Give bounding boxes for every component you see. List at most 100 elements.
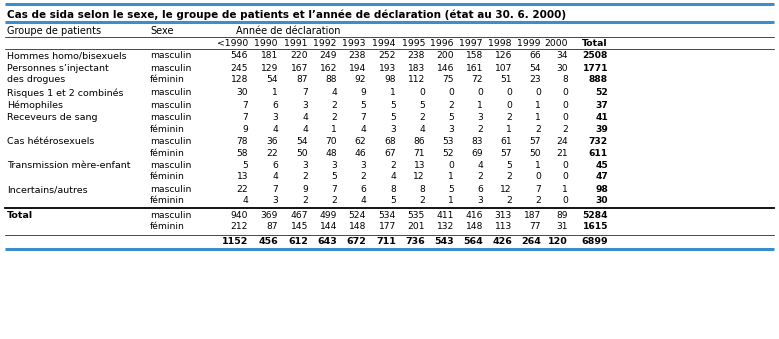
Text: 0: 0 — [535, 88, 541, 97]
Text: 643: 643 — [317, 237, 337, 246]
Text: 45: 45 — [595, 161, 608, 170]
Text: Transmission mère-enfant: Transmission mère-enfant — [7, 161, 131, 170]
Text: 535: 535 — [407, 211, 425, 220]
Text: féminin: féminin — [150, 196, 185, 205]
Text: 0: 0 — [506, 88, 512, 97]
Text: 83: 83 — [471, 137, 483, 146]
Text: 3: 3 — [302, 101, 308, 110]
Text: 4: 4 — [419, 125, 425, 134]
Text: 87: 87 — [266, 222, 278, 231]
Text: 107: 107 — [495, 64, 512, 73]
Text: masculin: masculin — [150, 185, 192, 194]
Text: 58: 58 — [237, 148, 248, 158]
Text: 86: 86 — [414, 137, 425, 146]
Text: 546: 546 — [231, 52, 248, 60]
Text: 48: 48 — [326, 148, 337, 158]
Text: 126: 126 — [495, 52, 512, 60]
Text: 672: 672 — [346, 237, 366, 246]
Text: 46: 46 — [354, 148, 366, 158]
Text: 57: 57 — [530, 137, 541, 146]
Text: 6: 6 — [272, 161, 278, 170]
Text: 3: 3 — [390, 125, 396, 134]
Text: 3: 3 — [478, 196, 483, 205]
Text: 1993: 1993 — [343, 39, 366, 47]
Text: Groupe de patients: Groupe de patients — [7, 26, 101, 36]
Text: 238: 238 — [407, 52, 425, 60]
Text: 4: 4 — [302, 114, 308, 122]
Text: 1: 1 — [331, 125, 337, 134]
Text: 2: 2 — [331, 114, 337, 122]
Text: 2: 2 — [331, 101, 337, 110]
Text: 888: 888 — [589, 75, 608, 84]
Text: Cas de sida selon le sexe, le groupe de patients et l’année de déclaration (état: Cas de sida selon le sexe, le groupe de … — [7, 9, 566, 20]
Text: 4: 4 — [272, 173, 278, 181]
Text: 113: 113 — [495, 222, 512, 231]
Text: Hommes homo/bisexuels: Hommes homo/bisexuels — [7, 52, 127, 60]
Text: 54: 54 — [296, 137, 308, 146]
Text: 5: 5 — [448, 185, 454, 194]
Text: 4: 4 — [360, 125, 366, 134]
Text: 1: 1 — [478, 101, 483, 110]
Text: 1: 1 — [448, 173, 454, 181]
Text: 66: 66 — [529, 52, 541, 60]
Text: 2508: 2508 — [583, 52, 608, 60]
Text: 0: 0 — [477, 88, 483, 97]
Text: 3: 3 — [272, 114, 278, 122]
Text: masculin: masculin — [150, 211, 192, 220]
Text: 9: 9 — [360, 88, 366, 97]
Text: 0: 0 — [562, 88, 568, 97]
Text: 1: 1 — [535, 101, 541, 110]
Text: 0: 0 — [562, 114, 568, 122]
Text: Total: Total — [7, 211, 33, 220]
Text: 187: 187 — [523, 211, 541, 220]
Text: 0: 0 — [419, 88, 425, 97]
Text: 5: 5 — [390, 196, 396, 205]
Text: 524: 524 — [348, 211, 366, 220]
Text: 2: 2 — [535, 196, 541, 205]
Text: masculin: masculin — [150, 137, 192, 146]
Text: 2: 2 — [477, 173, 483, 181]
Text: 67: 67 — [384, 148, 396, 158]
Text: 12: 12 — [500, 185, 512, 194]
Text: 167: 167 — [291, 64, 308, 73]
Text: 2: 2 — [331, 196, 337, 205]
Text: 1999: 1999 — [517, 39, 541, 47]
Text: <1990: <1990 — [217, 39, 248, 47]
Text: 9: 9 — [302, 185, 308, 194]
Text: 3: 3 — [272, 196, 278, 205]
Text: 0: 0 — [562, 161, 568, 170]
Text: 245: 245 — [231, 64, 248, 73]
Text: 177: 177 — [379, 222, 396, 231]
Text: 30: 30 — [556, 64, 568, 73]
Text: 7: 7 — [535, 185, 541, 194]
Text: 1615: 1615 — [583, 222, 608, 231]
Text: 98: 98 — [385, 75, 396, 84]
Text: 50: 50 — [530, 148, 541, 158]
Text: 37: 37 — [595, 101, 608, 110]
Text: 3: 3 — [360, 161, 366, 170]
Text: 1: 1 — [535, 161, 541, 170]
Text: 416: 416 — [466, 211, 483, 220]
Text: 62: 62 — [354, 137, 366, 146]
Text: 732: 732 — [589, 137, 608, 146]
Text: 2: 2 — [390, 161, 396, 170]
Text: 6899: 6899 — [581, 237, 608, 246]
Text: 4: 4 — [302, 125, 308, 134]
Text: 30: 30 — [595, 196, 608, 205]
Text: 612: 612 — [288, 237, 308, 246]
Text: 212: 212 — [231, 222, 248, 231]
Text: 1: 1 — [272, 88, 278, 97]
Text: 4: 4 — [242, 196, 248, 205]
Text: 4: 4 — [390, 173, 396, 181]
Text: 201: 201 — [407, 222, 425, 231]
Text: 2: 2 — [562, 125, 568, 134]
Text: 1990: 1990 — [255, 39, 278, 47]
Text: masculin: masculin — [150, 114, 192, 122]
Text: 54: 54 — [266, 75, 278, 84]
Text: 6: 6 — [360, 185, 366, 194]
Text: 4: 4 — [272, 125, 278, 134]
Text: 411: 411 — [436, 211, 454, 220]
Text: 7: 7 — [360, 114, 366, 122]
Text: 92: 92 — [354, 75, 366, 84]
Text: 8: 8 — [562, 75, 568, 84]
